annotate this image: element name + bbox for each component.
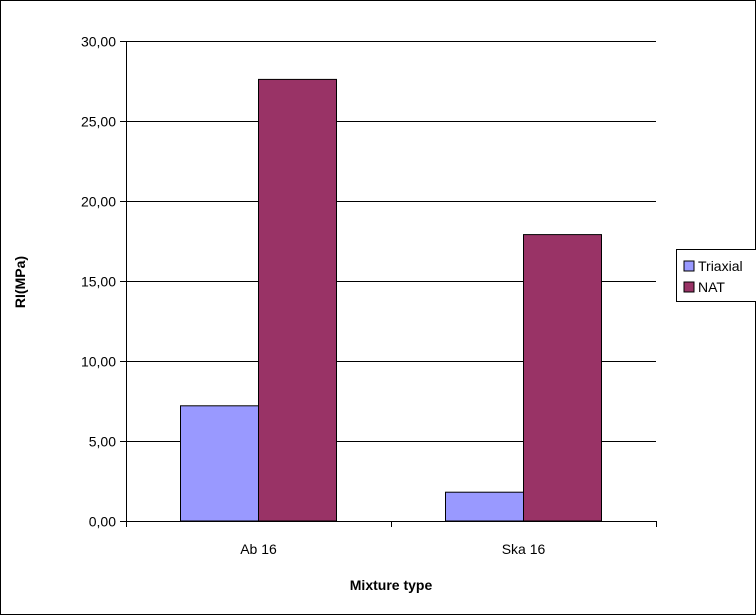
bar-nat-0: [258, 78, 337, 522]
legend: Triaxial NAT: [676, 249, 756, 302]
bar-nat-1: [523, 234, 602, 522]
bars: [180, 78, 602, 522]
y-tick-labels: 0,00 5,00 10,00 15,00 20,00 25,00 30,00: [81, 34, 116, 530]
y-tick-label: 0,00: [89, 514, 116, 530]
legend-label-nat: NAT: [698, 279, 725, 295]
y-tick-label: 20,00: [81, 194, 116, 210]
x-axis-title: Mixture type: [350, 577, 433, 593]
bar-triaxial-0: [180, 405, 259, 522]
x-tick-label: Ska 16: [502, 541, 546, 557]
y-tick-label: 10,00: [81, 354, 116, 370]
x-tick-labels: Ab 16 Ska 16: [240, 541, 545, 557]
bar-triaxial-1: [445, 491, 524, 522]
legend-swatch-triaxial: [683, 260, 695, 272]
legend-box: [676, 249, 756, 302]
axes: [120, 41, 657, 527]
y-tick-label: 25,00: [81, 114, 116, 130]
legend-swatch-nat: [683, 281, 695, 293]
y-tick-label: 30,00: [81, 34, 116, 50]
y-tick-label: 5,00: [89, 434, 116, 450]
x-tick-label: Ab 16: [240, 541, 277, 557]
y-tick-label: 15,00: [81, 274, 116, 290]
y-axis-title: RI(MPa): [12, 256, 28, 308]
legend-label-triaxial: Triaxial: [698, 258, 743, 274]
